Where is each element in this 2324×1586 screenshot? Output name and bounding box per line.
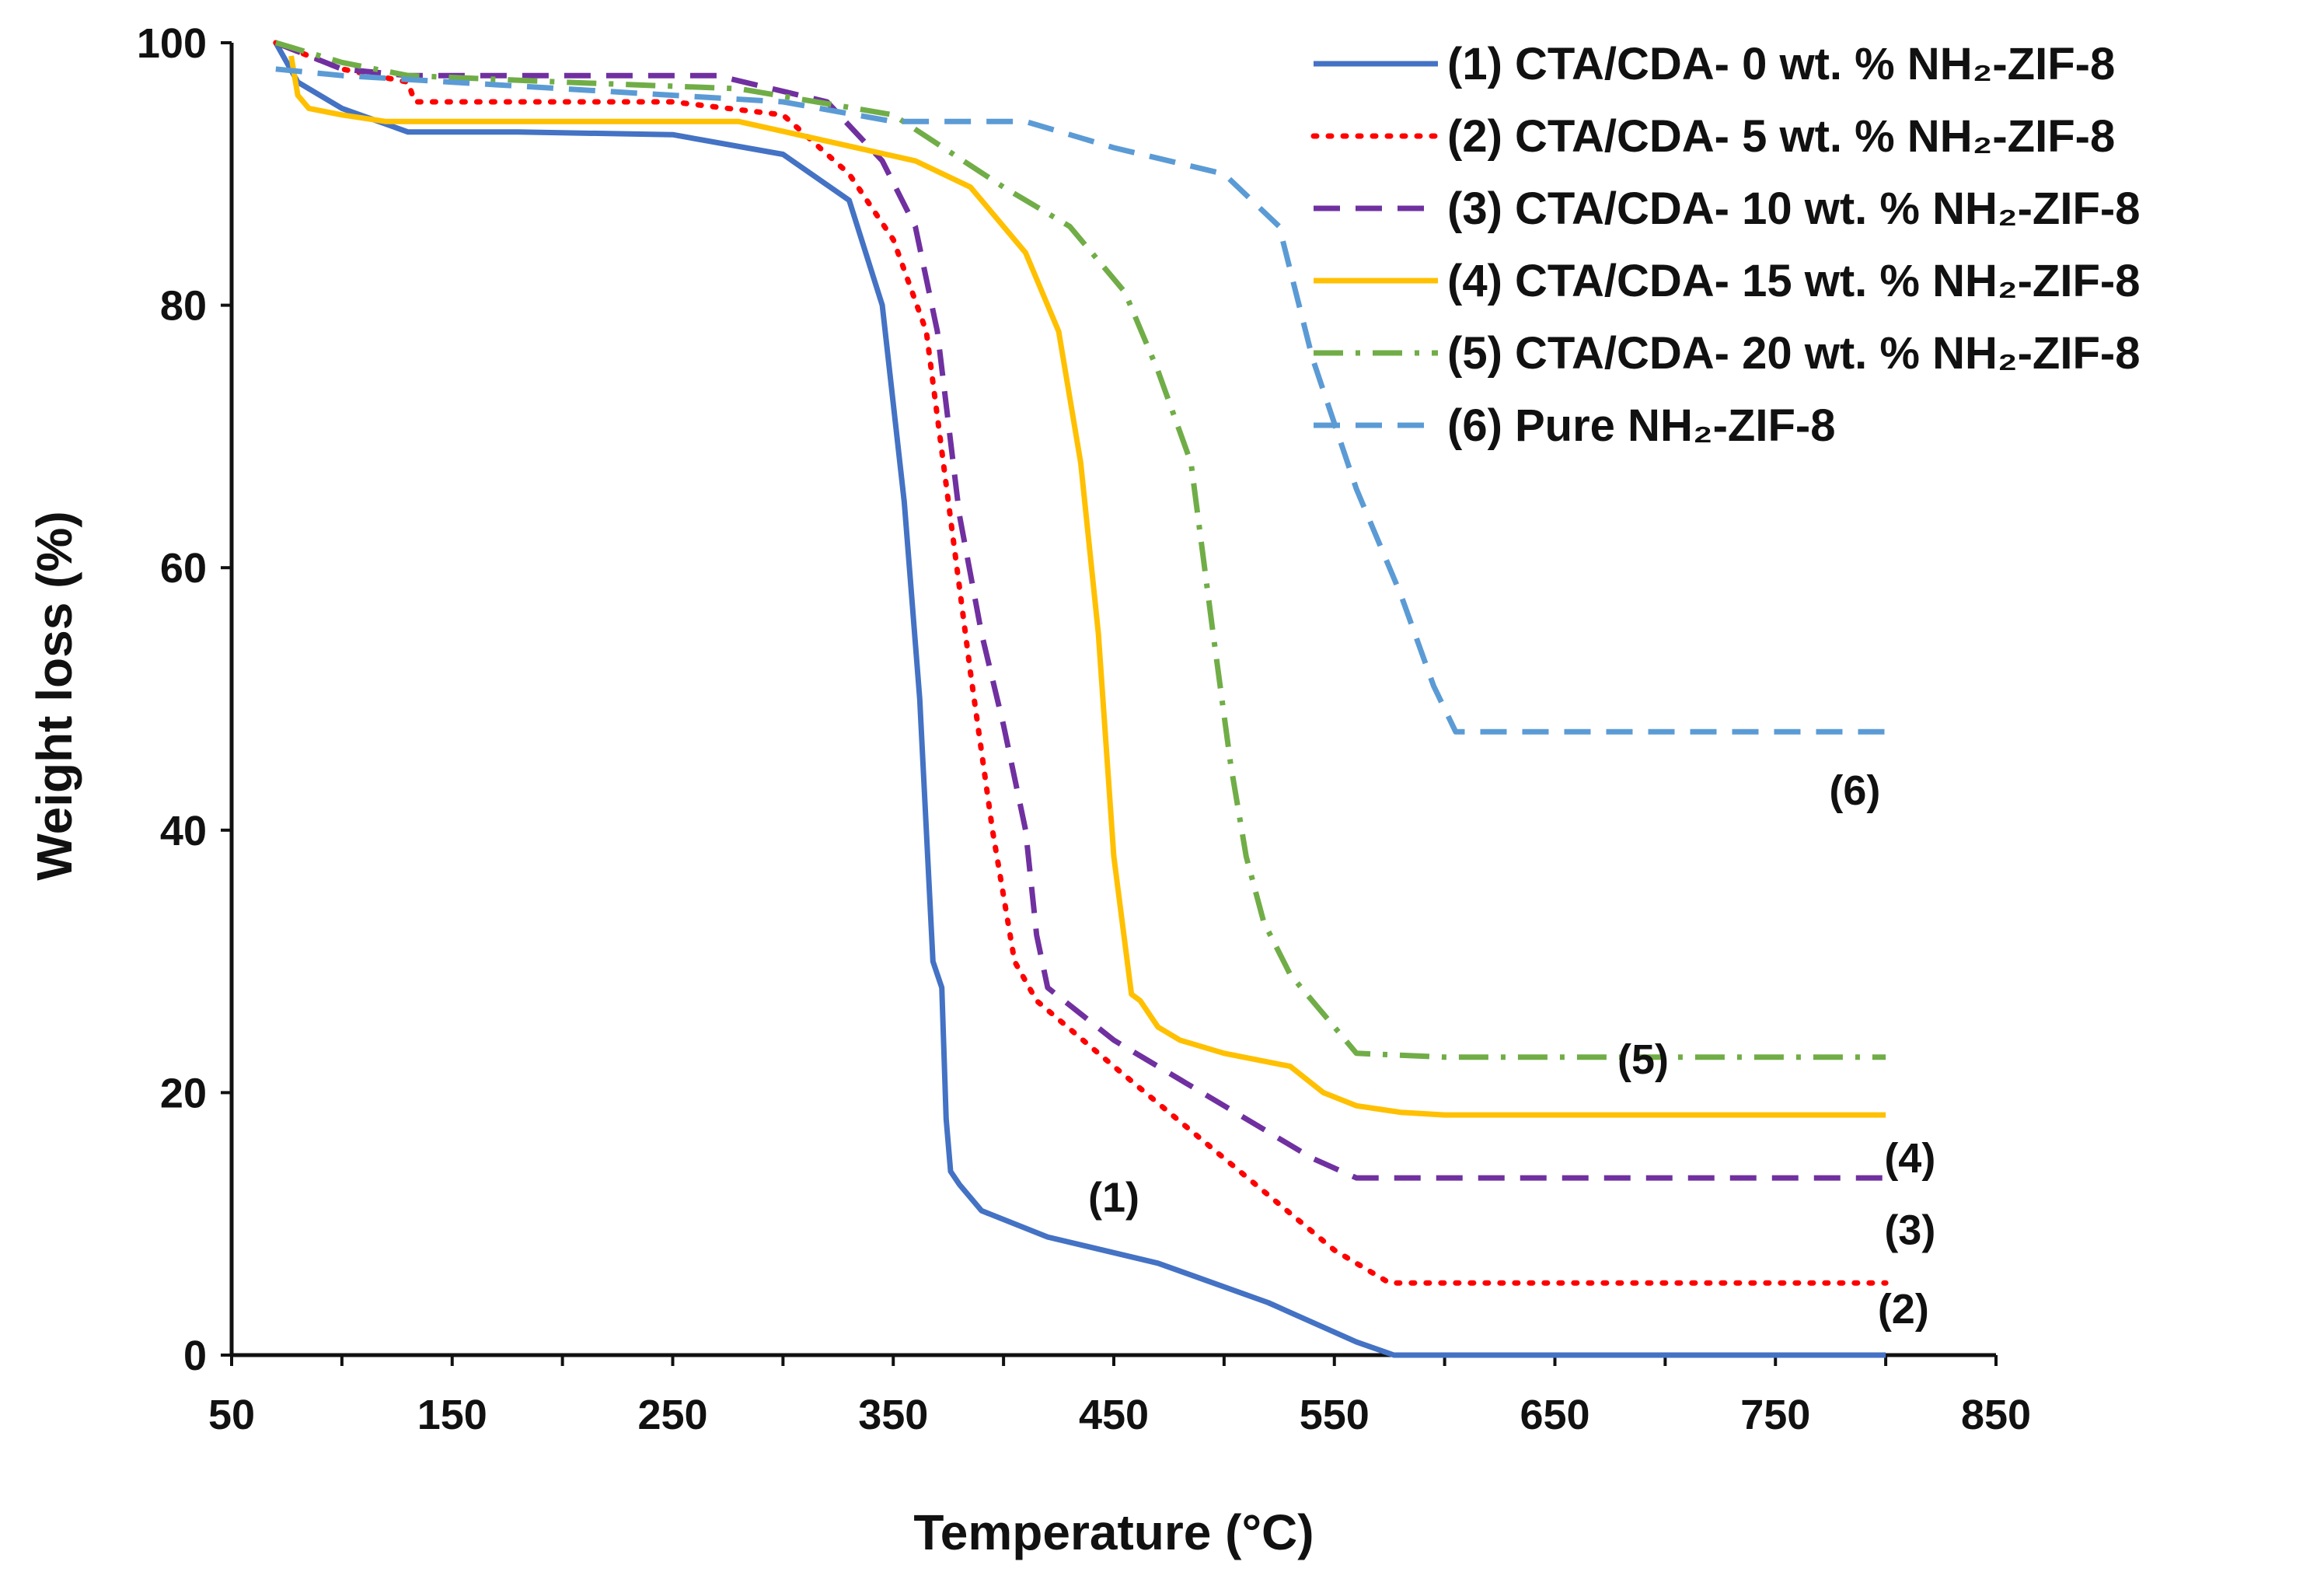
legend-label-5: (5) CTA/CDA- 20 wt. % NH₂-ZIF-8 [1447,328,2140,379]
series-line-5 [274,40,1886,1060]
series-line-3 [274,40,1886,1181]
x-tick-label: 550 [1300,1392,1370,1438]
y-tick-label: 40 [160,808,207,854]
x-axis-title: Temperature (°C) [913,1504,1314,1560]
annotation-layer: (1) (2) (3) (4) (5) (6) [1088,767,1935,1333]
x-tick-label: 450 [1079,1392,1149,1438]
y-tick-label: 60 [160,545,207,592]
curve-label-2: (2) [1878,1286,1929,1333]
y-tick-label: 100 [137,20,207,67]
x-tick-label: 250 [637,1392,707,1438]
series-line-4 [288,55,1886,1118]
legend-label-2: (2) CTA/CDA- 5 wt. % NH₂-ZIF-8 [1447,111,2115,162]
y-tick-label: 80 [160,283,207,330]
y-tick-label: 0 [183,1333,207,1379]
series-line-1 [273,41,1886,1358]
legend-label-3: (3) CTA/CDA- 10 wt. % NH₂-ZIF-8 [1447,183,2140,234]
legend-label-6: (6) Pure NH₂-ZIF-8 [1447,400,1835,451]
y-tick-label: 20 [160,1070,207,1116]
curve-label-4: (4) [1884,1135,1935,1182]
series-layer [273,40,1889,1358]
x-tick-label: 150 [417,1392,487,1438]
axes: 50 150 250 350 450 550 650 750 850 0 20 40 60 80 100 [137,20,2031,1438]
legend: (1) CTA/CDA- 0 wt. % NH₂-ZIF-8 (2) CTA/CD… [1310,39,2140,451]
x-tick-label: 750 [1740,1392,1810,1438]
x-tick-label: 850 [1961,1392,2031,1438]
x-tick-label: 350 [858,1392,928,1438]
curve-label-1: (1) [1088,1174,1139,1221]
curve-label-3: (3) [1884,1207,1935,1254]
x-tick-label: 50 [208,1392,255,1438]
legend-label-4: (4) CTA/CDA- 15 wt. % NH₂-ZIF-8 [1447,256,2140,306]
curve-label-5: (5) [1617,1036,1669,1083]
y-axis-title: Weight loss (%) [26,511,82,880]
curve-label-6: (6) [1829,767,1880,814]
x-tick-label: 650 [1520,1392,1589,1438]
series-line-2 [273,40,1889,1286]
legend-label-1: (1) CTA/CDA- 0 wt. % NH₂-ZIF-8 [1447,39,2115,89]
series-line-6 [275,66,1886,735]
